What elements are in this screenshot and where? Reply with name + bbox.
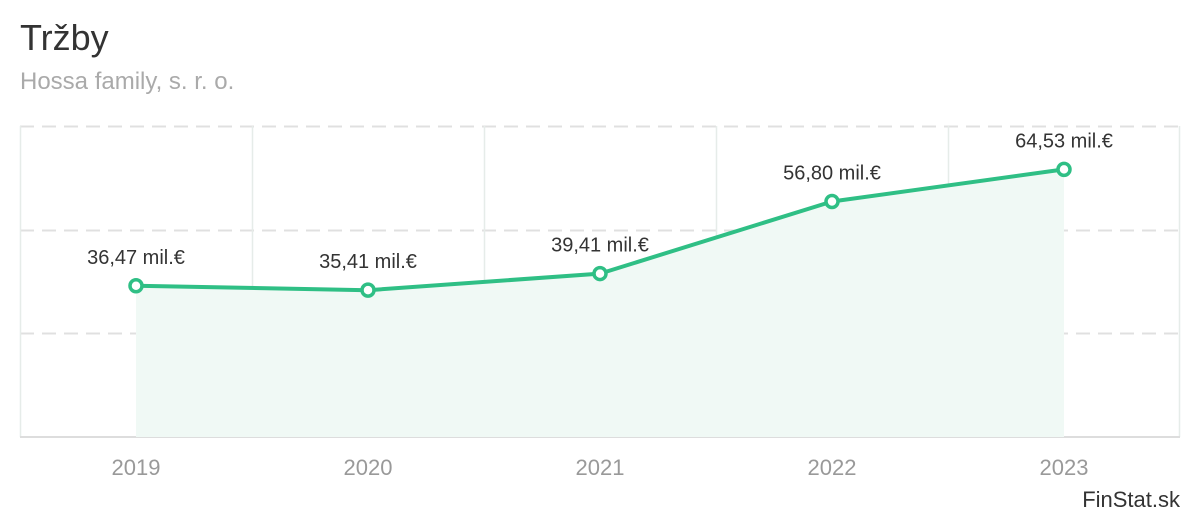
data-label-2019: 36,47 mil.€ [87, 247, 185, 269]
x-axis-ticks: 2019 2020 2021 2022 2023 [112, 455, 1089, 480]
data-point-2020 [360, 282, 376, 298]
area-fill [136, 169, 1064, 437]
data-label-2021: 39,41 mil.€ [551, 235, 649, 257]
x-tick-label-2019: 2019 [112, 455, 161, 480]
area-path [136, 169, 1064, 437]
data-label-2023: 64,53 mil.€ [1015, 130, 1113, 152]
credit-link[interactable]: FinStat.sk [1082, 487, 1180, 512]
data-labels: 36,47 mil.€ 35,41 mil.€ 39,41 mil.€ 56,80 m… [87, 130, 1113, 273]
chart-subtitle: Hossa family, s. r. o. [20, 68, 235, 95]
data-point-2022 [824, 193, 840, 210]
data-point-2023 [1056, 161, 1072, 178]
data-label-2020: 35,41 mil.€ [319, 251, 417, 273]
chart-title: Tržby [20, 17, 109, 58]
data-point-2019 [128, 278, 144, 294]
data-label-2022: 56,80 mil.€ [783, 162, 881, 184]
x-tick-label-2020: 2020 [344, 455, 393, 480]
x-tick-label-2022: 2022 [808, 455, 857, 480]
x-tick-label-2023: 2023 [1040, 455, 1089, 480]
x-tick-label-2021: 2021 [576, 455, 625, 480]
data-points [128, 161, 1072, 298]
data-point-2021 [592, 265, 608, 282]
